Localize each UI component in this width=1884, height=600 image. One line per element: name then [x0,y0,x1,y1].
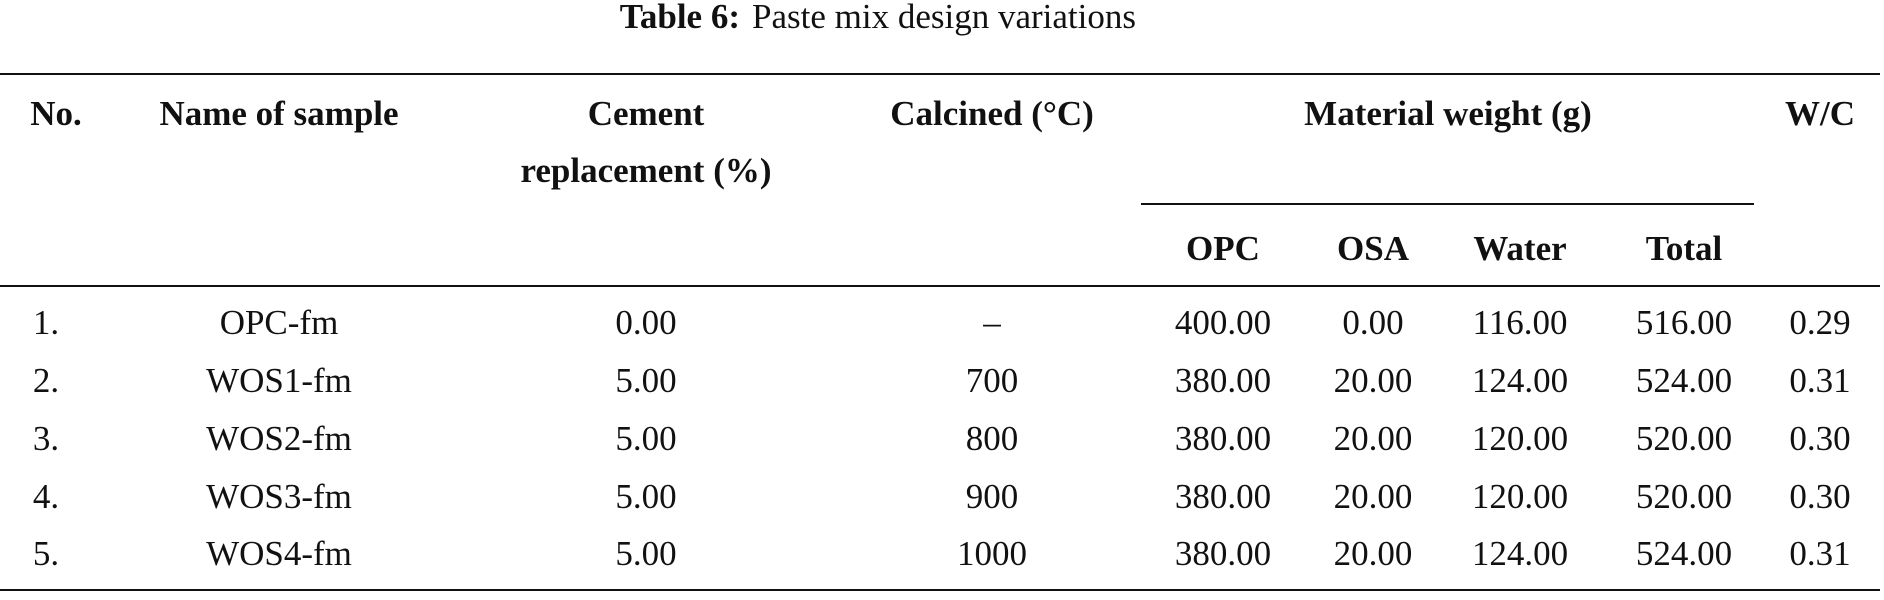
cell: 116.00 [1473,303,1568,342]
cell: 5. [33,534,59,573]
cell: 20.00 [1334,361,1413,400]
cell: 700 [966,361,1019,400]
cell: 0.30 [1789,419,1850,458]
cell: 380.00 [1175,419,1271,458]
cell: WOS2-fm [206,419,352,458]
cell: 0.31 [1789,361,1850,400]
table-title: Paste mix design variations [752,0,1136,36]
column-header: Name of sample [159,94,398,133]
column-header: Cement [588,94,705,133]
subcolumn-header: OPC [1186,229,1260,268]
cell: 400.00 [1175,303,1271,342]
cell: 520.00 [1636,477,1732,516]
cell: 20.00 [1334,419,1413,458]
subcolumn-header: Total [1646,229,1723,268]
cell: 380.00 [1175,361,1271,400]
cell: 120.00 [1472,419,1568,458]
cell: 0.30 [1789,477,1850,516]
cell: 1000 [957,534,1027,573]
cell: 1. [33,303,59,342]
cell: WOS3-fm [206,477,352,516]
cell: 380.00 [1175,477,1271,516]
cell: 124.00 [1472,534,1568,573]
cell: 0.00 [1342,303,1403,342]
cell: 524.00 [1636,534,1732,573]
cell: 20.00 [1334,534,1413,573]
column-header: W/C [1785,94,1855,133]
column-header: Calcined (°C) [890,94,1094,133]
cell: 380.00 [1175,534,1271,573]
cell: 0.31 [1789,534,1850,573]
cell: 5.00 [615,419,676,458]
cell: WOS4-fm [206,534,352,573]
cell: 0.00 [615,303,676,342]
cell: 0.29 [1789,303,1850,342]
cell: 5.00 [615,477,676,516]
cell: 3. [33,419,59,458]
cell: 5.00 [615,361,676,400]
cell: 2. [33,361,59,400]
cell: 5.00 [615,534,676,573]
cell: 20.00 [1334,477,1413,516]
cell: 124.00 [1472,361,1568,400]
subcolumn-header: Water [1473,229,1566,268]
cell: 520.00 [1636,419,1732,458]
cell: 524.00 [1636,361,1732,400]
cell: 900 [966,477,1019,516]
cell: WOS1-fm [206,361,352,400]
cell: 120.00 [1472,477,1568,516]
column-header: replacement (%) [520,151,771,190]
cell: 516.00 [1636,303,1732,342]
cell: 4. [33,477,59,516]
table-label: Table 6: [620,0,740,36]
cell: 800 [966,419,1019,458]
cell: OPC-fm [220,303,339,342]
column-header: No. [30,94,82,133]
column-header: Material weight (g) [1304,94,1592,133]
subcolumn-header: OSA [1337,229,1410,268]
cell: – [982,303,1001,342]
